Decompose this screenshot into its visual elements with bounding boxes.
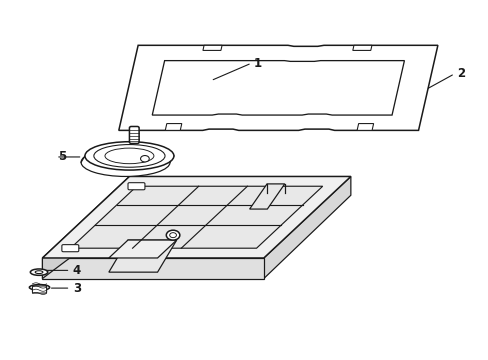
FancyBboxPatch shape [129, 126, 139, 144]
Ellipse shape [29, 284, 50, 290]
Polygon shape [203, 45, 222, 50]
Circle shape [140, 156, 149, 162]
Ellipse shape [35, 271, 43, 274]
Circle shape [169, 233, 176, 238]
Text: 4: 4 [73, 264, 81, 277]
Text: 3: 3 [73, 282, 81, 294]
Text: 2: 2 [456, 67, 465, 80]
Polygon shape [70, 186, 322, 248]
Circle shape [166, 230, 180, 240]
Ellipse shape [85, 142, 174, 170]
Polygon shape [109, 240, 176, 272]
Polygon shape [42, 176, 350, 258]
Polygon shape [42, 176, 141, 279]
Polygon shape [42, 258, 264, 279]
Ellipse shape [30, 269, 48, 275]
Polygon shape [264, 176, 350, 279]
Polygon shape [152, 60, 404, 115]
Polygon shape [165, 123, 182, 130]
Ellipse shape [81, 148, 170, 176]
Polygon shape [109, 240, 176, 258]
Polygon shape [119, 45, 437, 130]
Polygon shape [249, 184, 284, 209]
Polygon shape [352, 45, 371, 50]
Polygon shape [356, 123, 373, 130]
Text: 1: 1 [254, 57, 262, 69]
FancyBboxPatch shape [128, 183, 144, 190]
FancyBboxPatch shape [32, 286, 46, 293]
Text: 5: 5 [58, 150, 66, 163]
FancyBboxPatch shape [62, 245, 79, 252]
